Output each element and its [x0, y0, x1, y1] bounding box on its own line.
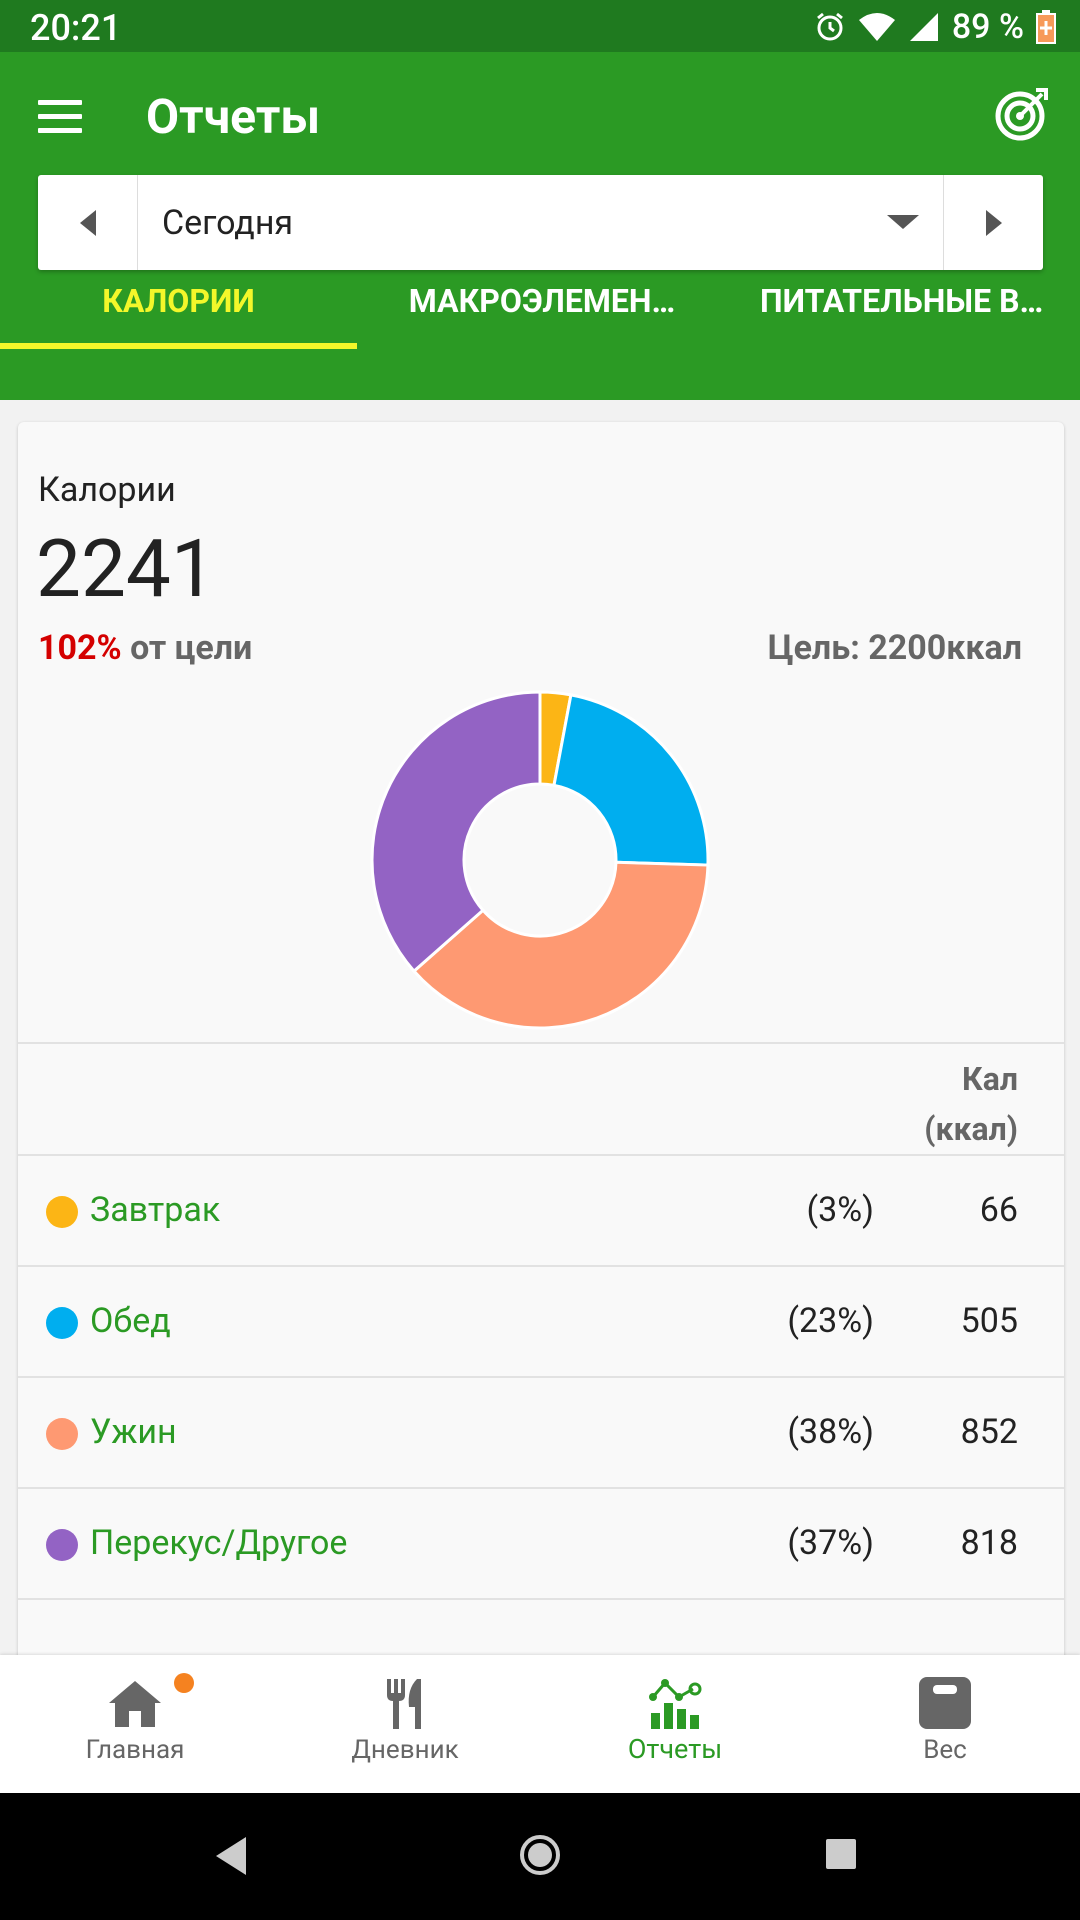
table-header-label: Кал (ккал) [858, 1054, 1018, 1154]
meal-percent: (37%) [787, 1523, 874, 1563]
nav-weight-label: Вес [923, 1735, 967, 1765]
tab-nutrients[interactable]: ПИТАТЕЛЬНЫЕ В… [760, 281, 1044, 320]
report-tabs: КАЛОРИИ МАКРОЭЛЕМЕН… ПИТАТЕЛЬНЫЕ В… [0, 253, 1080, 348]
nav-weight[interactable]: Вес [810, 1655, 1080, 1793]
donut-slice-snack [370, 690, 542, 974]
meal-table: Кал (ккал) Завтрак (3%) 66 Обед (23%) 50… [18, 1042, 1064, 1600]
dinner-color-dot [46, 1418, 78, 1450]
dropdown-caret-icon [887, 215, 919, 229]
table-row-breakfast[interactable]: Завтрак (3%) 66 [18, 1156, 1064, 1267]
battery-icon [1036, 10, 1056, 44]
table-row-dinner[interactable]: Ужин (38%) 852 [18, 1378, 1064, 1489]
meal-calories: 852 [960, 1412, 1018, 1452]
goal-label: Цель: 2200ккал [767, 628, 1022, 668]
meal-name: Перекус/Другое [90, 1523, 348, 1563]
date-picker: Сегодня [38, 175, 1043, 270]
calories-card: Калории 2241 102% от цели Цель: 2200ккал… [18, 422, 1064, 1702]
signal-icon [909, 13, 938, 41]
system-home-button[interactable] [520, 1835, 560, 1875]
next-day-button[interactable] [943, 175, 1043, 270]
table-row-lunch[interactable]: Обед (23%) 505 [18, 1267, 1064, 1378]
target-icon[interactable] [994, 86, 1050, 142]
battery-percent: 89 % [951, 7, 1024, 47]
system-navigation-bar [0, 1793, 1080, 1920]
date-select-label: Сегодня [162, 202, 294, 243]
lunch-color-dot [46, 1307, 78, 1339]
table-header-line1: Кал [962, 1060, 1018, 1098]
nav-diary-label: Дневник [351, 1735, 459, 1765]
home-icon [109, 1681, 161, 1727]
app-bar: Отчеты Сегодня [0, 52, 1080, 400]
breakfast-color-dot [46, 1196, 78, 1228]
meal-percent: (38%) [787, 1412, 874, 1452]
active-tab-indicator [0, 343, 357, 349]
meal-name: Ужин [90, 1412, 177, 1452]
calories-donut-chart [370, 690, 710, 1030]
tab-calories[interactable]: КАЛОРИИ [102, 281, 255, 320]
nav-home[interactable]: Главная [0, 1655, 270, 1793]
system-back-button[interactable] [216, 1837, 246, 1875]
date-select[interactable]: Сегодня [138, 175, 943, 270]
card-heading: Калории [38, 470, 176, 510]
table-row-snack[interactable]: Перекус/Другое (37%) 818 [18, 1489, 1064, 1600]
donut-slice-dinner [411, 860, 710, 1030]
meal-name: Завтрак [90, 1190, 221, 1230]
snack-color-dot [46, 1529, 78, 1561]
meal-percent: (3%) [806, 1190, 875, 1230]
bottom-navigation: Главная Дневник Отчеты Вес [0, 1655, 1080, 1793]
system-recents-button[interactable] [826, 1839, 856, 1869]
reports-chart-icon [649, 1679, 702, 1729]
menu-icon[interactable] [38, 100, 82, 136]
nav-reports-label: Отчеты [627, 1733, 723, 1765]
nav-reports[interactable]: Отчеты [540, 1655, 810, 1793]
page-title: Отчеты [146, 88, 321, 145]
status-bar: 20:21 89 % [0, 0, 1080, 52]
status-time: 20:21 [30, 7, 122, 49]
meal-percent: (23%) [787, 1301, 874, 1341]
meal-calories: 818 [960, 1523, 1018, 1563]
calories-total: 2241 [36, 522, 216, 616]
status-icons: 89 % [814, 7, 1056, 47]
meal-calories: 505 [960, 1301, 1018, 1341]
goal-percent-suffix: от цели [121, 628, 253, 668]
scale-icon [919, 1677, 971, 1729]
tab-macros[interactable]: МАКРОЭЛЕМЕН… [408, 281, 676, 320]
nav-diary[interactable]: Дневник [270, 1655, 540, 1793]
table-header-line2: (ккал) [924, 1110, 1018, 1148]
chevron-right-icon [985, 209, 1002, 236]
previous-day-button[interactable] [38, 175, 138, 270]
goal-percent: 102% от цели [38, 628, 252, 668]
meal-name: Обед [90, 1301, 171, 1341]
donut-slice-lunch [552, 693, 710, 867]
meal-calories: 66 [979, 1190, 1018, 1230]
chevron-left-icon [79, 209, 96, 236]
notification-badge [174, 1673, 194, 1693]
table-header: Кал (ккал) [18, 1044, 1064, 1156]
nav-home-label: Главная [85, 1735, 185, 1765]
fork-knife-icon [387, 1679, 421, 1729]
goal-percent-value: 102% [38, 628, 122, 668]
wifi-icon [858, 13, 895, 41]
alarm-icon [816, 12, 843, 41]
